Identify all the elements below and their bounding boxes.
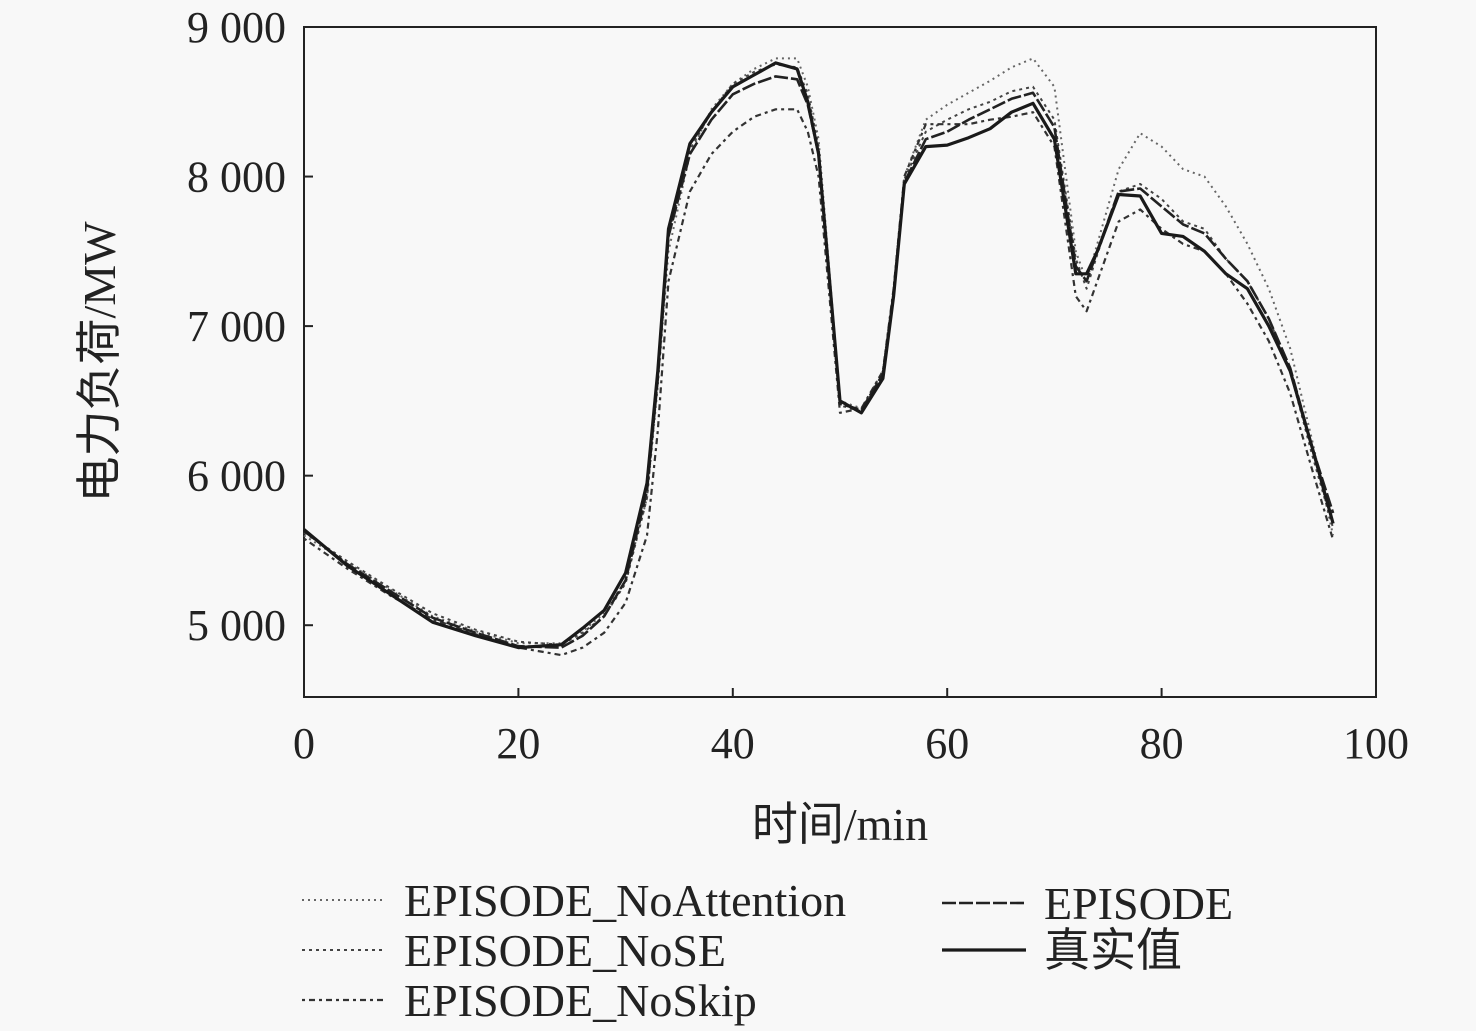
series-line-2: [303, 108, 1335, 657]
legend-label: EPISODE: [1044, 878, 1233, 929]
legend-label: 真实值: [1044, 925, 1182, 976]
x-tick-label: 100: [1343, 719, 1409, 768]
y-axis-label: 电力负荷/MW: [74, 221, 125, 503]
y-tick-label: 7 000: [187, 302, 286, 351]
x-tick-label: 80: [1140, 719, 1184, 768]
x-tick-label: 40: [711, 719, 755, 768]
legend-label: EPISODE_NoAttention: [404, 875, 846, 926]
y-tick-label: 6 000: [187, 452, 286, 501]
plot-frame: [303, 26, 1377, 698]
x-tick-label: 20: [496, 719, 540, 768]
x-axis-label: 时间/min: [752, 799, 928, 850]
legend-label: EPISODE_NoSkip: [404, 975, 757, 1026]
y-tick-label: 5 000: [187, 601, 286, 650]
series-line-1: [303, 63, 1335, 646]
legend-label: EPISODE_NoSE: [404, 925, 726, 976]
y-tick-label: 8 000: [187, 153, 286, 202]
series-line-4: [302, 61, 1335, 650]
x-tick-label: 0: [293, 719, 315, 768]
y-tick-label: 9 000: [187, 3, 286, 52]
x-tick-label: 60: [925, 719, 969, 768]
